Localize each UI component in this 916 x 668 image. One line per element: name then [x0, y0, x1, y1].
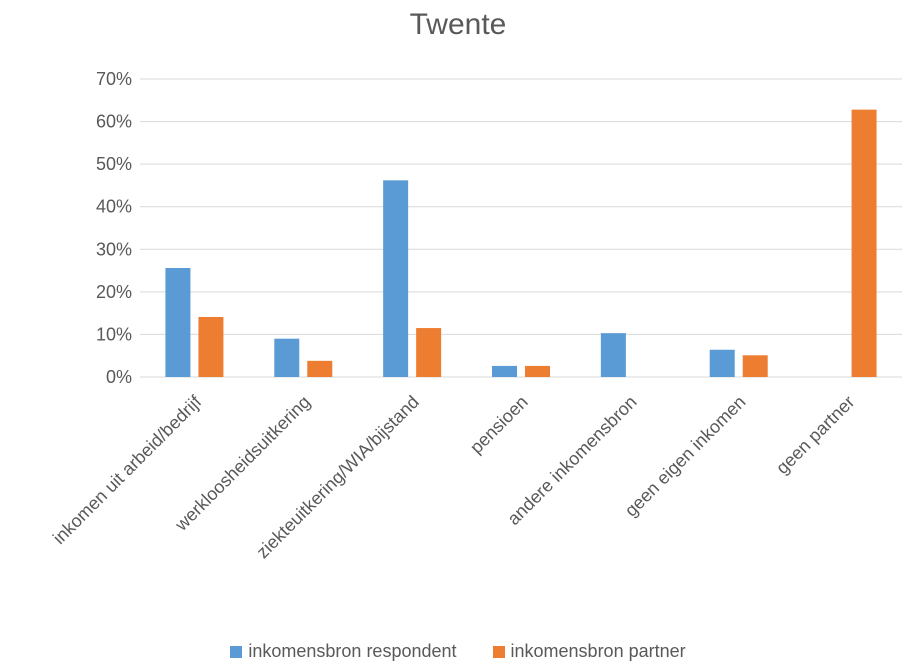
legend-item-partner: inkomensbron partner — [492, 641, 686, 662]
bar-partner — [742, 355, 768, 377]
legend-swatch-partner — [492, 645, 505, 658]
y-tick-label: 60% — [96, 112, 132, 132]
y-tick-label: 0% — [106, 367, 132, 387]
bar-partner — [525, 365, 550, 377]
y-tick-label: 40% — [96, 197, 132, 217]
legend-label-respondent: inkomensbron respondent — [248, 641, 457, 661]
y-tick-label: 70% — [96, 69, 132, 89]
bar-partner — [416, 328, 442, 377]
chart-title: Twente — [409, 8, 507, 41]
x-category-label: geen partner — [772, 392, 858, 478]
bars — [165, 109, 877, 377]
gridlines — [140, 78, 902, 378]
y-tick-label: 20% — [96, 282, 132, 302]
legend: inkomensbron respondent inkomensbron par… — [0, 641, 916, 662]
y-tick-label: 10% — [96, 324, 132, 344]
y-tick-label: 30% — [96, 239, 132, 259]
x-category-label: geen eigen inkomen — [621, 392, 750, 521]
bar-respondent — [600, 333, 626, 377]
bar-partner — [851, 109, 877, 377]
bar-respondent — [383, 180, 409, 377]
bar-respondent — [492, 365, 517, 377]
legend-item-respondent: inkomensbron respondent — [230, 641, 457, 662]
bar-respondent — [274, 338, 300, 377]
bar-respondent — [709, 349, 735, 377]
bar-respondent — [165, 268, 191, 377]
y-axis-ticks: 0% 10% 20% 30% 40% 50% 60% 70% — [96, 69, 132, 387]
legend-label-partner: inkomensbron partner — [510, 641, 686, 661]
bar-partner — [307, 360, 333, 377]
bar-partner — [198, 316, 224, 377]
x-axis-labels: inkomen uit arbeid/bedrijfwerkloosheidsu… — [49, 391, 859, 562]
legend-swatch-respondent — [230, 645, 243, 658]
x-category-label: pensioen — [466, 392, 532, 458]
y-tick-label: 50% — [96, 154, 132, 174]
